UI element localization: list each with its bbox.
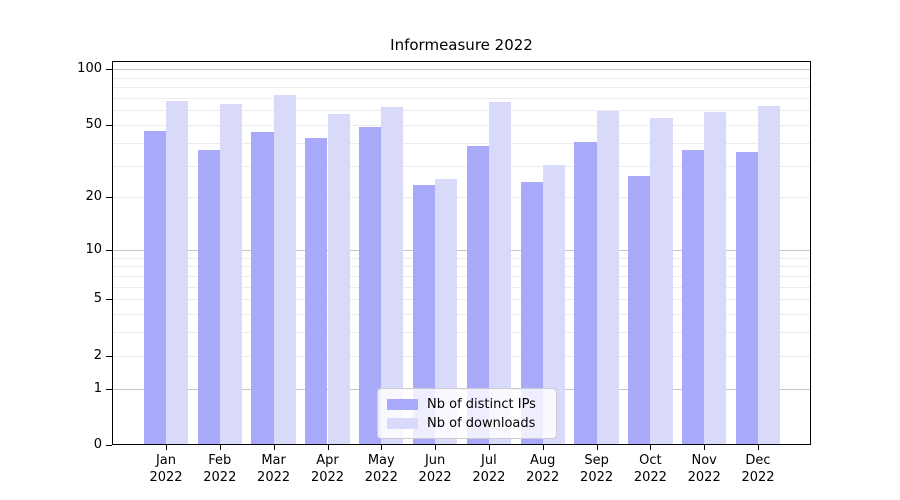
chart-title: Informeasure 2022	[390, 36, 533, 54]
y-tick-mark	[106, 125, 112, 126]
bar-distinct-ips-dec	[735, 152, 758, 444]
legend: Nb of distinct IPs Nb of downloads	[377, 388, 557, 439]
bar-distinct-ips-aug	[520, 182, 543, 444]
bar-distinct-ips-sep	[574, 141, 597, 444]
bar-downloads-dec	[758, 105, 781, 444]
y-tick-label: 5	[93, 291, 102, 307]
x-tick-mark	[166, 445, 167, 450]
legend-swatch-downloads	[387, 418, 418, 429]
y-tick-label: 0	[93, 437, 102, 452]
y-tick-label: 20	[85, 189, 102, 205]
major-gridline	[113, 69, 810, 71]
x-tick-label: Nov 2022	[687, 453, 721, 485]
major-gridline	[113, 249, 810, 251]
bar-distinct-ips-nov	[682, 150, 705, 444]
y-tick-label: 50	[85, 117, 102, 132]
minor-gridline	[113, 314, 810, 315]
bar-distinct-ips-apr	[305, 137, 328, 444]
y-tick-mark	[106, 69, 112, 71]
y-tick-mark	[106, 388, 112, 390]
minor-gridline	[113, 275, 810, 277]
x-tick-label: Mar 2022	[257, 453, 291, 485]
minor-gridline	[113, 355, 810, 357]
bar-downloads-feb	[219, 104, 242, 444]
bar-distinct-ips-jun	[412, 185, 436, 444]
y-tick-mark	[106, 299, 112, 301]
x-tick-label: Jul 2022	[472, 453, 506, 485]
bar-downloads-jun	[435, 178, 458, 444]
x-tick-label: Feb 2022	[203, 453, 237, 485]
minor-gridline	[113, 266, 810, 268]
x-tick-label: Oct 2022	[633, 453, 667, 485]
minor-gridline	[113, 332, 810, 334]
minor-gridline	[113, 87, 810, 89]
plot-area: Nb of distinct IPs Nb of downloads	[112, 61, 811, 445]
minor-gridline	[113, 286, 810, 288]
x-tick-mark	[704, 445, 706, 450]
x-tick-label: Jan 2022	[149, 453, 183, 485]
y-tick-mark	[106, 355, 112, 357]
legend-label-downloads: Nb of downloads	[427, 416, 536, 431]
legend-item-distinct-ips: Nb of distinct IPs	[387, 395, 547, 414]
x-tick-label: Jun 2022	[418, 453, 452, 485]
x-tick-label: Apr 2022	[310, 453, 345, 485]
bar-downloads-apr	[327, 113, 350, 444]
x-tick-mark	[219, 445, 221, 450]
x-tick-label: May 2022	[364, 453, 398, 485]
legend-label-distinct-ips: Nb of distinct IPs	[427, 397, 536, 412]
minor-gridline	[113, 110, 810, 112]
x-tick-label: Sep 2022	[580, 453, 614, 485]
bar-distinct-ips-oct	[628, 175, 651, 444]
x-tick-mark	[381, 445, 383, 450]
x-tick-mark	[596, 445, 598, 450]
minor-gridline	[113, 98, 810, 100]
bar-downloads-jan	[166, 100, 189, 444]
y-tick-mark	[106, 445, 112, 446]
x-tick-label: Aug 2022	[526, 453, 560, 485]
minor-gridline	[113, 299, 810, 301]
minor-gridline	[113, 125, 810, 126]
minor-gridline	[113, 77, 810, 79]
x-tick-mark	[758, 445, 759, 450]
bar-distinct-ips-may	[359, 127, 382, 444]
bar-distinct-ips-mar	[251, 132, 274, 444]
y-tick-mark	[106, 249, 112, 251]
bar-downloads-nov	[704, 112, 727, 444]
legend-swatch-distinct-ips	[387, 399, 418, 410]
x-tick-mark	[327, 445, 329, 450]
x-tick-label: Dec 2022	[741, 453, 775, 485]
bar-distinct-ips-feb	[197, 150, 220, 444]
minor-gridline	[113, 165, 810, 167]
x-tick-mark	[650, 445, 652, 450]
minor-gridline	[113, 257, 810, 259]
bar-downloads-jul	[488, 101, 512, 444]
bar-distinct-ips-jan	[143, 130, 166, 444]
y-tick-label: 100	[77, 61, 102, 77]
minor-gridline	[113, 142, 810, 144]
y-tick-label: 1	[93, 380, 102, 396]
bar-downloads-aug	[542, 164, 565, 444]
y-tick-label: 10	[85, 241, 102, 257]
minor-gridline	[113, 197, 810, 199]
legend-item-downloads: Nb of downloads	[387, 414, 547, 433]
y-tick-label: 2	[93, 347, 102, 363]
bar-downloads-oct	[650, 117, 673, 444]
x-tick-mark	[273, 445, 275, 450]
bar-downloads-mar	[273, 94, 296, 444]
x-tick-mark	[488, 445, 490, 450]
bar-distinct-ips-jul	[466, 145, 489, 444]
bar-downloads-sep	[596, 110, 619, 444]
x-tick-mark	[435, 445, 437, 450]
x-tick-mark	[542, 445, 544, 450]
bar-downloads-may	[381, 106, 404, 444]
y-tick-mark	[106, 197, 112, 199]
